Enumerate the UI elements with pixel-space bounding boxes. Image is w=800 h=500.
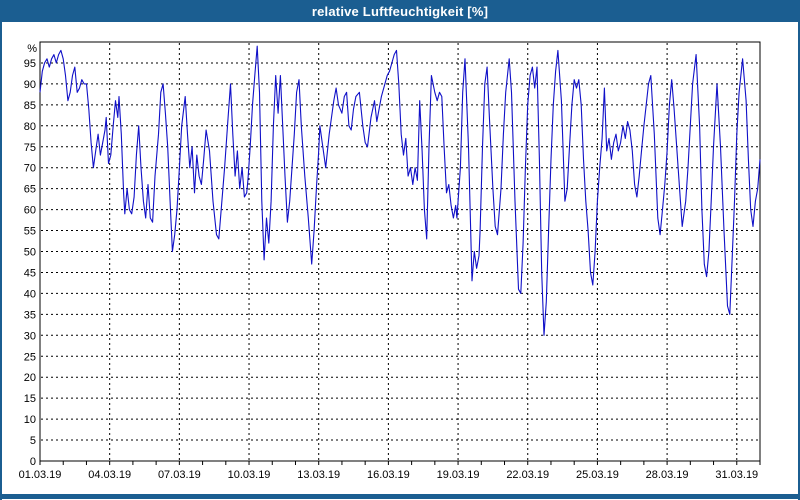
window-border-right — [798, 22, 800, 500]
y-tick-label: 60 — [24, 205, 36, 217]
series-line — [39, 45, 761, 336]
window-border-bottom — [0, 494, 800, 499]
y-axis-unit-label: % — [27, 43, 37, 55]
y-tick-label: 5 — [30, 435, 36, 447]
x-tick-label: 10.03.19 — [228, 469, 271, 481]
y-tick-label: 40 — [24, 288, 36, 300]
y-tick-label: 75 — [24, 142, 36, 154]
y-tick-label: 85 — [24, 100, 36, 112]
y-tick-label: 95 — [24, 58, 36, 70]
x-tick-label: 25.03.19 — [576, 469, 619, 481]
y-tick-label: 25 — [24, 351, 36, 363]
y-tick-label: 65 — [24, 184, 36, 196]
y-tick-label: 80 — [24, 121, 36, 133]
window-title: relative Luftfeuchtigkeit [%] — [311, 3, 489, 19]
y-tick-label: 70 — [24, 163, 36, 175]
x-tick-label: 04.03.19 — [88, 469, 131, 481]
y-tick-label: 50 — [24, 247, 36, 259]
y-tick-label: 10 — [24, 414, 36, 426]
x-tick-label: 22.03.19 — [506, 469, 549, 481]
y-tick-label: 20 — [24, 372, 36, 384]
x-tick-label: 31.03.19 — [715, 469, 758, 481]
x-tick-label: 28.03.19 — [646, 469, 689, 481]
y-tick-label: 15 — [24, 393, 36, 405]
x-tick-label: 16.03.19 — [367, 469, 410, 481]
y-tick-label: 55 — [24, 226, 36, 238]
y-tick-label: 45 — [24, 267, 36, 279]
window-border-left — [0, 22, 2, 500]
x-tick-label: 01.03.19 — [19, 469, 62, 481]
x-tick-label: 07.03.19 — [158, 469, 201, 481]
y-tick-label: 35 — [24, 309, 36, 321]
x-tick-label: 13.03.19 — [297, 469, 340, 481]
y-tick-label: 0 — [30, 456, 36, 468]
plot-border — [39, 41, 761, 462]
y-tick-label: 30 — [24, 330, 36, 342]
title-bar: relative Luftfeuchtigkeit [%] — [0, 0, 800, 22]
x-tick-label: 19.03.19 — [437, 469, 480, 481]
y-tick-label: 90 — [24, 79, 36, 91]
